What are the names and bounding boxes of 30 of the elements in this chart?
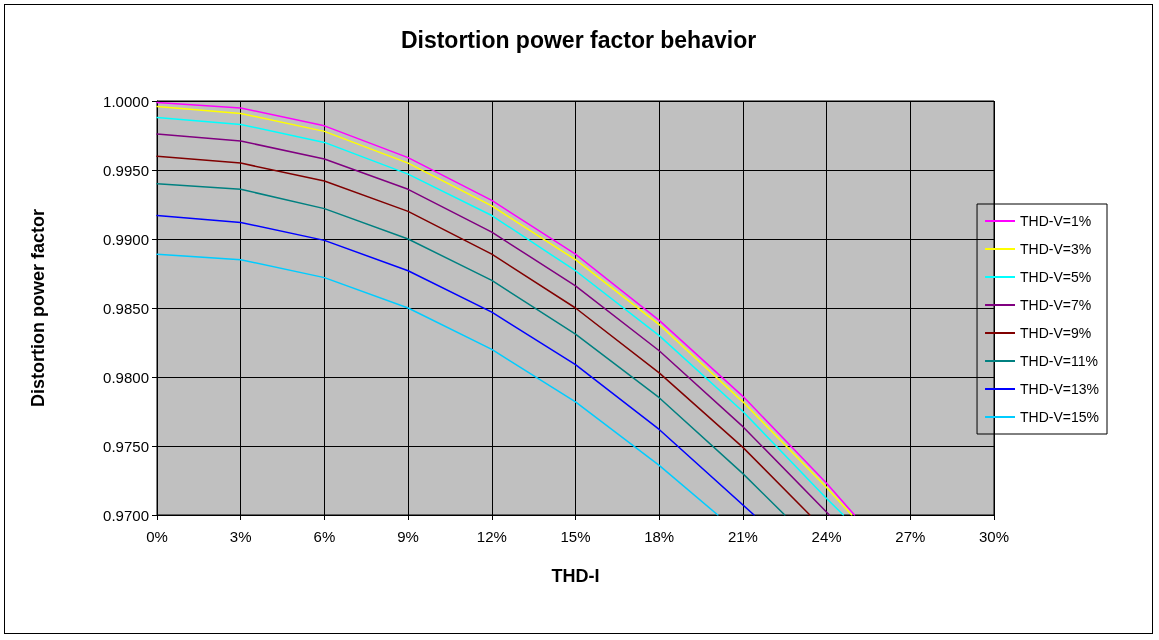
y-tick-label: 0.9750 (103, 437, 149, 455)
legend-label: THD-V=7% (1020, 297, 1092, 313)
legend-label: THD-V=11% (1020, 353, 1098, 369)
y-tick-label: 0.9950 (103, 161, 149, 179)
x-tick-label: 15% (560, 528, 591, 545)
legend-label: THD-V=15% (1020, 409, 1099, 425)
y-tick-label: 0.9850 (103, 299, 149, 317)
legend-label: THD-V=1% (1020, 213, 1092, 229)
x-tick-label: 12% (476, 528, 507, 545)
y-axis-title: Distortion power factor (28, 208, 48, 408)
y-tick-label: 0.9700 (103, 506, 149, 524)
legend-label: THD-V=13% (1020, 381, 1099, 397)
x-tick-label: 21% (727, 528, 758, 545)
chart-title: Distortion power factor behavior (400, 26, 757, 53)
x-tick-label: 9% (397, 528, 419, 545)
x-tick-label: 3% (229, 528, 252, 545)
legend-label: THD-V=3% (1020, 241, 1092, 257)
x-tick-label: 6% (313, 528, 336, 545)
x-tick-label: 18% (644, 528, 675, 545)
x-tick-label: 0% (146, 528, 168, 545)
x-tick-label: 30% (978, 528, 1010, 545)
x-tick-label: 24% (811, 528, 842, 545)
y-tick-label: 0.9800 (103, 368, 149, 386)
line-series (156, 253, 719, 516)
x-axis-title: THD-I (551, 566, 600, 586)
y-tick-label: 0.9900 (103, 230, 149, 248)
legend-label: THD-V=9% (1020, 325, 1092, 341)
y-tick-label: 1.0000 (103, 92, 149, 110)
legend-label: THD-V=5% (1020, 269, 1092, 285)
x-tick-label: 27% (895, 528, 926, 545)
